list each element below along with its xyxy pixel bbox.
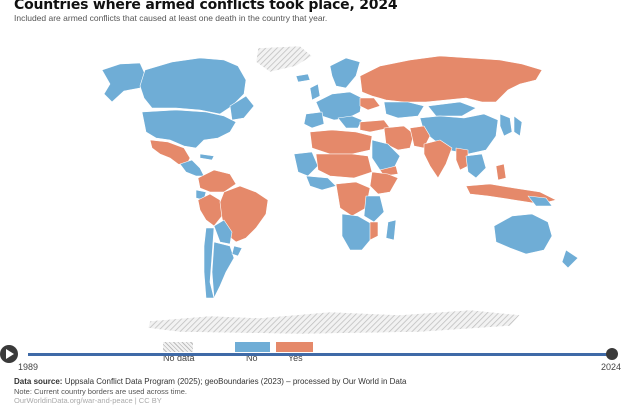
legend-swatch-no-data[interactable] (163, 342, 193, 352)
world-map (101, 45, 579, 335)
data-source-label: Data source: (14, 377, 63, 386)
region-alaska[interactable] (101, 62, 146, 103)
play-button[interactable] (0, 345, 18, 363)
region-new-zealand[interactable] (561, 249, 579, 269)
region-peru[interactable] (197, 193, 223, 227)
region-canada-east[interactable] (229, 95, 255, 121)
region-argentina[interactable] (211, 241, 235, 299)
region-sahel[interactable] (315, 153, 373, 179)
legend-swatch-yes[interactable] (276, 342, 313, 352)
region-scandinavia[interactable] (329, 57, 361, 89)
region-korea-japan[interactable] (499, 113, 513, 137)
region-philippines[interactable] (495, 163, 507, 181)
data-source-text: Uppsala Conflict Data Program (2025); ge… (64, 377, 407, 386)
region-turkey[interactable] (359, 119, 391, 133)
timeline-track[interactable] (28, 353, 612, 356)
region-colombia-venezuela[interactable] (197, 169, 237, 193)
region-myanmar-mainland[interactable] (455, 147, 469, 171)
region-kazakhstan[interactable] (383, 101, 425, 119)
legend-label-no: No (246, 353, 258, 363)
region-mozambique[interactable] (369, 221, 379, 241)
legend-swatch-no[interactable] (235, 342, 270, 352)
region-southeast-asia[interactable] (465, 153, 487, 179)
region-australia[interactable] (493, 213, 553, 255)
region-uk[interactable] (309, 83, 321, 101)
timeline-handle[interactable] (606, 348, 618, 360)
footer-note: Note: Current country borders are used a… (14, 387, 187, 396)
region-caribbean[interactable] (199, 153, 215, 161)
region-greenland-nodata[interactable] (255, 45, 313, 73)
timeline-start-year: 1989 (18, 362, 39, 372)
region-uruguay[interactable] (231, 245, 243, 257)
region-papua[interactable] (527, 195, 553, 207)
region-iberia[interactable] (303, 111, 325, 129)
region-east-africa[interactable] (363, 195, 385, 223)
region-india[interactable] (423, 139, 453, 179)
legend-label-no-data: No data (163, 353, 195, 363)
chart-subtitle: Included are armed conflicts that caused… (14, 13, 328, 23)
region-horn-of-africa[interactable] (369, 171, 399, 195)
region-bolivia-paraguay[interactable] (213, 219, 233, 245)
region-ukraine[interactable] (359, 97, 381, 111)
region-western-europe[interactable] (315, 91, 363, 121)
legend-label-yes: Yes (288, 353, 303, 363)
region-mongolia[interactable] (427, 101, 477, 117)
chart-title: Countries where armed conflicts took pla… (14, 0, 398, 13)
region-italy-balkans[interactable] (337, 115, 363, 129)
region-afghanistan-pakistan[interactable] (409, 125, 431, 149)
timeline-end-year: 2024 (601, 362, 622, 372)
region-china[interactable] (419, 113, 499, 155)
timeline-slider[interactable]: 1989 2024 (0, 340, 640, 374)
region-russia[interactable] (359, 55, 543, 103)
region-japan-islands[interactable] (513, 115, 523, 137)
footer: Data source: Uppsala Conflict Data Progr… (14, 377, 407, 405)
region-southern-africa[interactable] (341, 213, 373, 251)
region-united-states[interactable] (141, 109, 237, 149)
region-north-africa[interactable] (309, 129, 373, 155)
region-brazil[interactable] (219, 185, 269, 243)
footer-license: OurWorldinData.org/war-and-peace | CC BY (14, 396, 162, 405)
region-iceland[interactable] (295, 73, 311, 83)
region-antarctica[interactable] (147, 309, 521, 335)
region-gulf-of-guinea[interactable] (305, 175, 337, 191)
region-madagascar[interactable] (385, 219, 397, 241)
region-west-africa-coast[interactable] (293, 151, 319, 177)
